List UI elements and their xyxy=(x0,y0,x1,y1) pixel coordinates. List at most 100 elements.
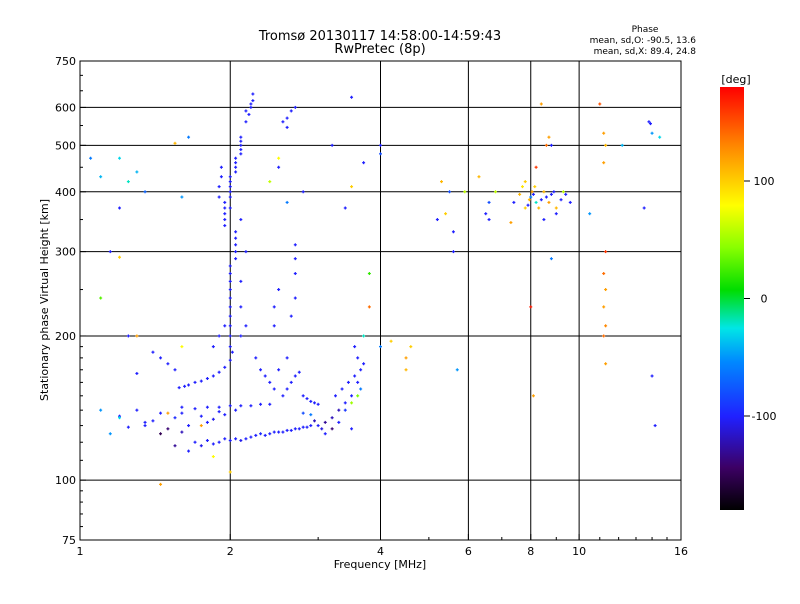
data-point xyxy=(518,192,522,196)
data-point xyxy=(604,143,608,147)
data-point xyxy=(404,356,408,360)
data-point xyxy=(228,439,232,443)
data-point xyxy=(343,401,347,405)
data-point xyxy=(289,314,293,318)
data-point xyxy=(509,221,513,225)
data-point xyxy=(653,424,657,428)
data-point xyxy=(187,383,191,387)
data-point xyxy=(549,192,553,196)
data-point xyxy=(239,152,243,156)
data-point xyxy=(180,405,184,409)
data-point xyxy=(389,339,393,343)
data-point xyxy=(297,370,301,374)
colorbar xyxy=(720,87,744,510)
data-point xyxy=(293,374,297,378)
data-point xyxy=(268,432,272,436)
x-axis-label: Frequency [MHz] xyxy=(334,558,426,571)
data-point xyxy=(118,416,122,420)
data-point xyxy=(350,427,354,431)
data-point xyxy=(301,190,305,194)
data-point xyxy=(228,288,232,292)
data-point xyxy=(367,272,371,276)
data-point xyxy=(305,397,309,401)
data-point xyxy=(309,424,313,428)
data-point xyxy=(234,161,238,165)
data-point xyxy=(602,161,606,165)
data-point xyxy=(244,250,248,254)
data-point xyxy=(228,272,232,276)
data-point xyxy=(211,345,215,349)
data-point xyxy=(151,419,155,423)
data-point xyxy=(477,175,481,179)
data-point xyxy=(177,386,181,390)
data-point xyxy=(448,190,452,194)
data-point xyxy=(343,206,347,210)
data-point xyxy=(159,432,163,436)
data-point xyxy=(217,334,221,338)
data-point xyxy=(588,212,592,216)
data-point xyxy=(444,212,448,216)
data-point xyxy=(602,272,606,276)
data-point xyxy=(219,175,223,179)
y-tick-label: 750 xyxy=(55,55,76,68)
chart-title: Tromsø 20130117 14:58:00-14:59:43 xyxy=(258,29,501,44)
data-point xyxy=(520,185,524,189)
data-point xyxy=(135,170,139,174)
data-point xyxy=(379,152,382,156)
data-point xyxy=(343,408,347,412)
data-point xyxy=(523,180,527,184)
data-point xyxy=(180,345,184,349)
data-point xyxy=(180,195,184,199)
data-point xyxy=(277,288,281,292)
data-point xyxy=(223,212,227,216)
data-point xyxy=(193,440,197,444)
data-point xyxy=(249,102,253,106)
y-axis-label: Stationary phase Virtual Height [km] xyxy=(38,199,51,401)
data-point xyxy=(527,198,531,202)
data-point xyxy=(547,200,551,204)
x-tick-label: 6 xyxy=(465,545,472,558)
y-tick-label: 200 xyxy=(55,330,76,343)
data-point xyxy=(547,135,551,139)
data-point xyxy=(135,408,139,412)
colorbar-label: [deg] xyxy=(721,73,750,86)
data-point xyxy=(223,224,227,228)
data-point xyxy=(277,368,281,372)
data-point xyxy=(293,257,297,261)
data-point xyxy=(379,143,382,147)
data-point xyxy=(223,206,227,210)
data-point xyxy=(199,444,203,448)
data-point xyxy=(281,430,285,434)
y-tick-label: 300 xyxy=(55,246,76,259)
data-point xyxy=(559,198,563,202)
data-point xyxy=(228,334,232,338)
data-point xyxy=(544,195,548,199)
data-point xyxy=(289,109,293,113)
data-point xyxy=(211,455,215,459)
data-point xyxy=(217,370,221,374)
data-point xyxy=(539,198,543,202)
chart-subtitle: RwPretec (8p) xyxy=(334,42,425,57)
data-point xyxy=(239,139,243,143)
x-tick-label: 2 xyxy=(227,545,234,558)
data-point xyxy=(263,433,267,437)
x-tick-label: 1 xyxy=(77,545,84,558)
stats-heading: Phase xyxy=(632,25,659,35)
x-tick-label: 16 xyxy=(674,545,688,558)
data-point xyxy=(531,394,535,398)
data-point xyxy=(337,420,341,424)
data-point xyxy=(193,380,197,384)
data-point xyxy=(602,131,606,135)
data-point xyxy=(239,334,243,338)
data-point xyxy=(118,255,122,259)
data-point xyxy=(239,218,243,222)
data-point xyxy=(512,200,516,204)
data-point xyxy=(568,200,572,204)
data-point xyxy=(228,305,232,309)
data-point xyxy=(285,387,289,391)
data-point xyxy=(312,419,316,423)
data-point xyxy=(143,420,147,424)
data-point xyxy=(268,402,272,406)
data-point xyxy=(356,356,360,360)
data-point xyxy=(254,433,258,437)
